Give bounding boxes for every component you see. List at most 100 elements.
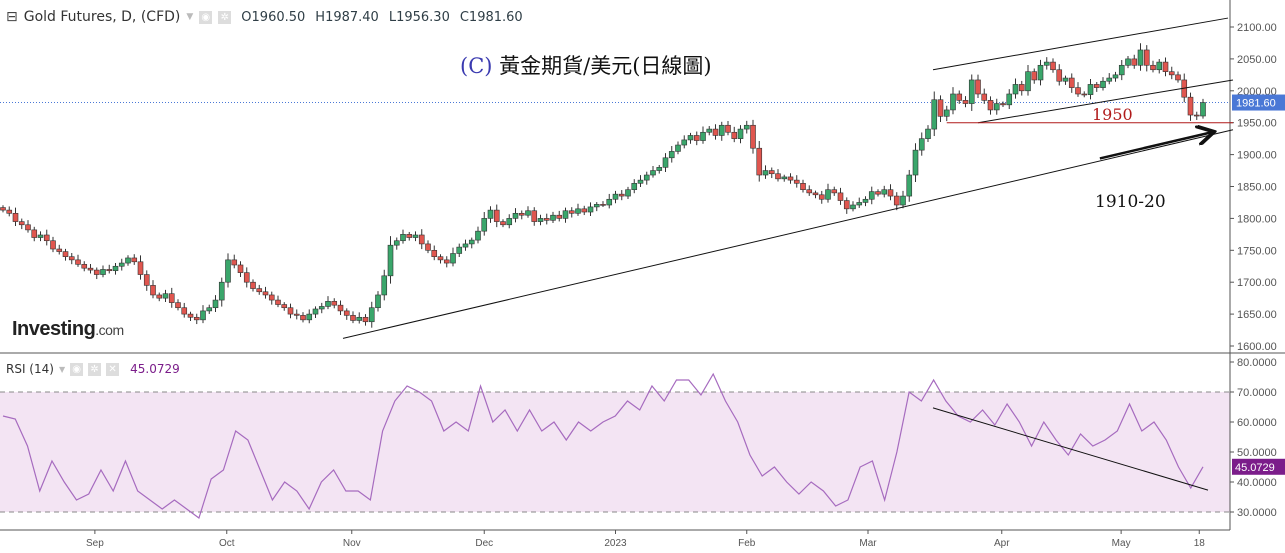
candle [200,305,206,324]
candle-body [581,208,588,213]
candle [600,201,606,208]
time-tick-label: Oct [219,538,235,549]
candle-body [100,269,106,275]
candle-body [12,212,19,222]
candle-body [612,193,619,200]
candle [906,169,913,202]
candle-body [931,99,938,130]
candle-body [550,214,556,221]
candle [493,204,500,228]
candle [412,231,419,242]
candle-body [943,109,950,117]
candle [1112,71,1119,82]
rsi-tick-label: 60.0000 [1237,417,1277,429]
candle [143,270,150,291]
candle [6,206,13,217]
candle [225,253,231,288]
close-icon[interactable]: ✕ [106,362,120,376]
candle-body [787,176,794,181]
candle [568,207,575,218]
visibility-icon[interactable]: ◉ [70,362,84,376]
close-value: C1981.60 [459,9,523,25]
candle [912,143,919,182]
time-tick-label: Dec [475,538,493,549]
chevron-down-icon[interactable]: ▼ [186,12,194,22]
candle [1000,101,1006,107]
candle-body [806,189,813,194]
rsi-legend: RSI (14) ▼ ◉ ✲ ✕ 45.0729 [6,362,180,376]
candle-body [768,170,775,175]
candle [468,237,475,249]
candle-body [1068,77,1075,88]
low-value: L1956.30 [388,9,450,25]
candle [581,205,588,216]
candle-body [50,240,56,250]
candle-body [43,234,50,242]
candle-body [900,195,906,206]
gear-icon[interactable]: ✲ [218,10,232,24]
candle [1012,78,1019,99]
candle-body [31,229,38,238]
candle-body [200,310,206,321]
candle-body [468,239,475,245]
candle-body [1193,114,1200,117]
collapse-icon[interactable]: ⊟ [6,9,18,25]
candle-body [1018,84,1025,92]
candle-body [1075,87,1081,95]
candle [743,120,750,134]
candle [750,119,756,154]
visibility-icon[interactable]: ◉ [199,10,213,24]
target-label: 1910-20 [1095,192,1166,212]
candle-body [881,189,888,195]
candle-body [475,230,481,241]
symbol-name[interactable]: Gold Futures, D, (CFD) [23,9,181,25]
candle [18,218,25,230]
time-axis [0,531,1285,553]
candle [537,214,544,226]
candle [881,185,888,198]
candle-body [87,267,94,271]
gear-icon[interactable]: ✲ [88,362,102,376]
candle [1068,73,1075,93]
candle-body [56,248,63,252]
candle [1087,79,1094,100]
candle [1031,68,1038,84]
candle [850,201,856,212]
candle [375,291,381,312]
candle [437,254,444,264]
candle [625,186,631,199]
candle [968,74,975,111]
candle-body [375,294,381,309]
price-tick-label: 1950.00 [1237,118,1277,130]
candle [281,302,288,311]
candle-body [1006,93,1013,106]
candle [306,309,313,324]
candle-body [750,124,756,149]
candle-body [206,307,213,312]
candle-body [718,124,725,136]
rsi-tick-label: 50.0000 [1237,447,1277,459]
candle [1037,59,1044,86]
candle [618,190,625,201]
candle-body [381,275,388,296]
candle-body [400,234,406,242]
candle-body [562,210,569,219]
candle [325,296,331,310]
chevron-down-icon[interactable]: ▼ [58,364,66,374]
candle [1081,91,1088,98]
candle [675,141,681,155]
candle-body [1056,69,1063,82]
candle-body [493,209,500,222]
channel-lower [977,79,1234,124]
candle-body [1050,61,1056,71]
candle-body [593,204,600,208]
candle [393,237,400,250]
candle-body [687,135,694,141]
candle-body [981,93,988,101]
channel-upper [932,17,1229,71]
candle-body [1143,49,1150,66]
candle [1125,56,1131,69]
candle [81,261,88,272]
rsi-label[interactable]: RSI (14) [6,362,54,376]
